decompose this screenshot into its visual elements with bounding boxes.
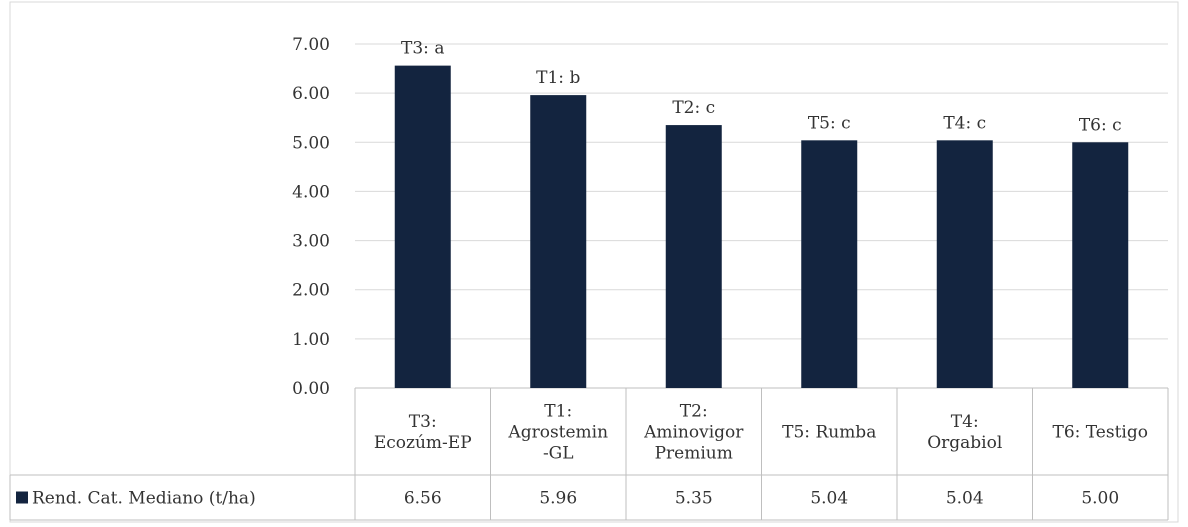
bar-label: T1: b: [536, 68, 580, 88]
category-label: T1: Agrostemin -GL: [507, 402, 608, 464]
y-tick-label: 7.00: [292, 35, 330, 55]
bar-label: T3: a: [401, 39, 444, 59]
category-label: T3: Ecozúm-EP: [374, 412, 472, 453]
bar-label: T6: c: [1079, 115, 1122, 135]
bar: [395, 66, 451, 388]
bar-label: T2: c: [672, 98, 715, 118]
bar: [801, 140, 857, 388]
bar: [1072, 142, 1128, 388]
chart-frame: [10, 2, 1178, 522]
legend-label: Rend. Cat. Mediano (t/ha): [32, 489, 256, 509]
legend-swatch: [16, 492, 28, 504]
category-label: T6: Testigo: [1053, 423, 1148, 443]
bar: [530, 95, 586, 388]
y-tick-label: 2.00: [292, 281, 330, 301]
y-tick-label: 4.00: [292, 182, 330, 202]
category-label: T2: Aminovigor Premium: [643, 402, 744, 464]
bar-label: T4: c: [943, 113, 986, 133]
category-label: T5: Rumba: [782, 423, 876, 443]
category-label: T4: Orgabiol: [927, 412, 1002, 453]
bar-label: T5: c: [808, 113, 851, 133]
table-value: 5.00: [1081, 489, 1119, 509]
table-value: 5.04: [810, 489, 848, 509]
bar: [666, 125, 722, 388]
y-tick-label: 5.00: [292, 133, 330, 153]
table-value: 5.96: [539, 489, 577, 509]
y-tick-label: 0.00: [292, 379, 330, 399]
table-value: 6.56: [404, 489, 442, 509]
y-tick-label: 3.00: [292, 232, 330, 252]
table-value: 5.04: [946, 489, 984, 509]
y-tick-label: 6.00: [292, 84, 330, 104]
table-value: 5.35: [675, 489, 713, 509]
bar: [937, 140, 993, 388]
y-tick-label: 1.00: [292, 330, 330, 350]
